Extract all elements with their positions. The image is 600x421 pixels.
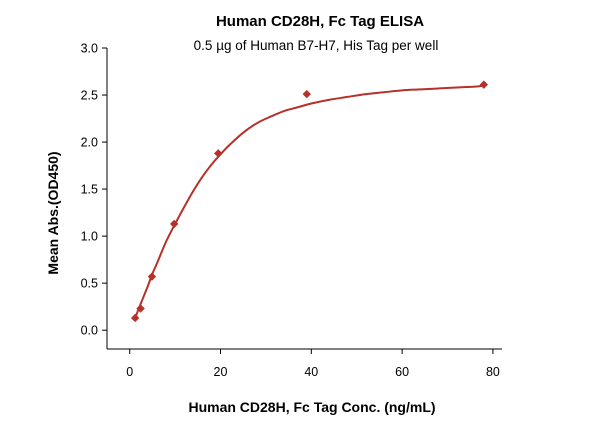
data-point bbox=[214, 149, 223, 158]
y-tick-label: 1.0 bbox=[81, 230, 98, 244]
data-point bbox=[147, 272, 157, 281]
x-tick-label: 20 bbox=[214, 365, 228, 379]
x-tick-label: 80 bbox=[486, 365, 500, 379]
data-point bbox=[302, 89, 311, 99]
data-point bbox=[479, 80, 489, 89]
x-tick-label: 0 bbox=[126, 365, 133, 379]
y-axis-label: Mean Abs.(OD450) bbox=[45, 151, 61, 274]
data-points bbox=[130, 80, 489, 323]
data-point bbox=[136, 304, 145, 313]
y-tick-label: 3.0 bbox=[81, 42, 98, 56]
x-tick-label: 60 bbox=[395, 365, 409, 379]
y-tick-label: 1.5 bbox=[81, 183, 98, 197]
y-ticks: 0.0 0.5 1.0 1.5 2.0 2.5 3.0 bbox=[81, 42, 107, 338]
chart-subtitle: 0.5 µg of Human B7-H7, His Tag per well bbox=[194, 38, 439, 53]
y-tick-label: 2.0 bbox=[81, 136, 98, 150]
x-tick-label: 40 bbox=[304, 365, 318, 379]
chart-title: Human CD28H, Fc Tag ELISA bbox=[216, 13, 424, 30]
y-tick-label: 0.0 bbox=[81, 324, 98, 338]
data-point bbox=[169, 219, 179, 229]
x-axis-label: Human CD28H, Fc Tag Conc. (ng/mL) bbox=[188, 399, 435, 415]
y-tick-label: 0.5 bbox=[81, 277, 98, 291]
axes bbox=[106, 48, 502, 350]
y-tick-label: 2.5 bbox=[81, 89, 98, 103]
x-ticks: 0 20 40 60 80 bbox=[126, 349, 500, 379]
data-point bbox=[130, 313, 140, 323]
fit-curve bbox=[134, 84, 484, 319]
